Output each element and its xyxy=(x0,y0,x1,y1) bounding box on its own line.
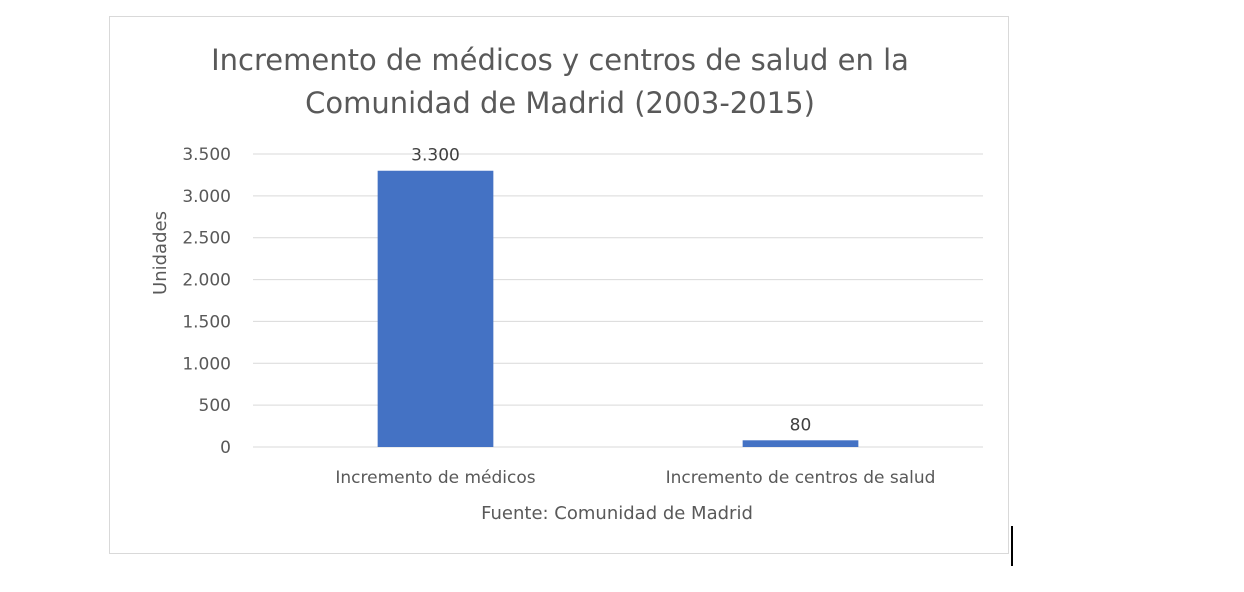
y-tick-label: 3.000 xyxy=(182,187,231,207)
y-tick-label: 2.000 xyxy=(182,271,231,291)
bars xyxy=(377,170,859,447)
y-tick-label: 3.500 xyxy=(182,145,231,165)
bar xyxy=(742,440,859,447)
bar-chart: 3.300 80 0 500 1.000 1.500 2.000 2.500 3.000 3.5… xyxy=(150,43,983,524)
x-axis-ticks: Incremento de médicos Incremento de centr… xyxy=(335,468,935,488)
data-labels: 3.300 80 xyxy=(411,146,811,436)
y-tick-label: 1.000 xyxy=(182,354,231,374)
bar xyxy=(377,170,494,447)
x-tick-label: Incremento de centros de salud xyxy=(666,468,936,488)
y-tick-label: 2.500 xyxy=(182,229,231,249)
y-tick-label: 500 xyxy=(199,396,231,416)
text-cursor xyxy=(1011,526,1013,566)
chart-title-line-1: Incremento de médicos y centros de salud… xyxy=(211,43,909,77)
x-axis-label: Fuente: Comunidad de Madrid xyxy=(481,503,753,524)
data-label: 3.300 xyxy=(411,146,460,166)
gridlines xyxy=(253,153,983,448)
y-axis-ticks: 0 500 1.000 1.500 2.000 2.500 3.000 3.500 xyxy=(182,145,231,458)
y-tick-label: 0 xyxy=(220,438,231,458)
chart-title-line-2: Comunidad de Madrid (2003-2015) xyxy=(305,86,815,120)
data-label: 80 xyxy=(790,415,812,435)
y-axis-label: Unidades xyxy=(150,211,171,295)
y-tick-label: 1.500 xyxy=(182,312,231,332)
chart-frame: 3.300 80 0 500 1.000 1.500 2.000 2.500 3.000 3.5… xyxy=(109,16,1009,554)
x-tick-label: Incremento de médicos xyxy=(335,468,535,488)
